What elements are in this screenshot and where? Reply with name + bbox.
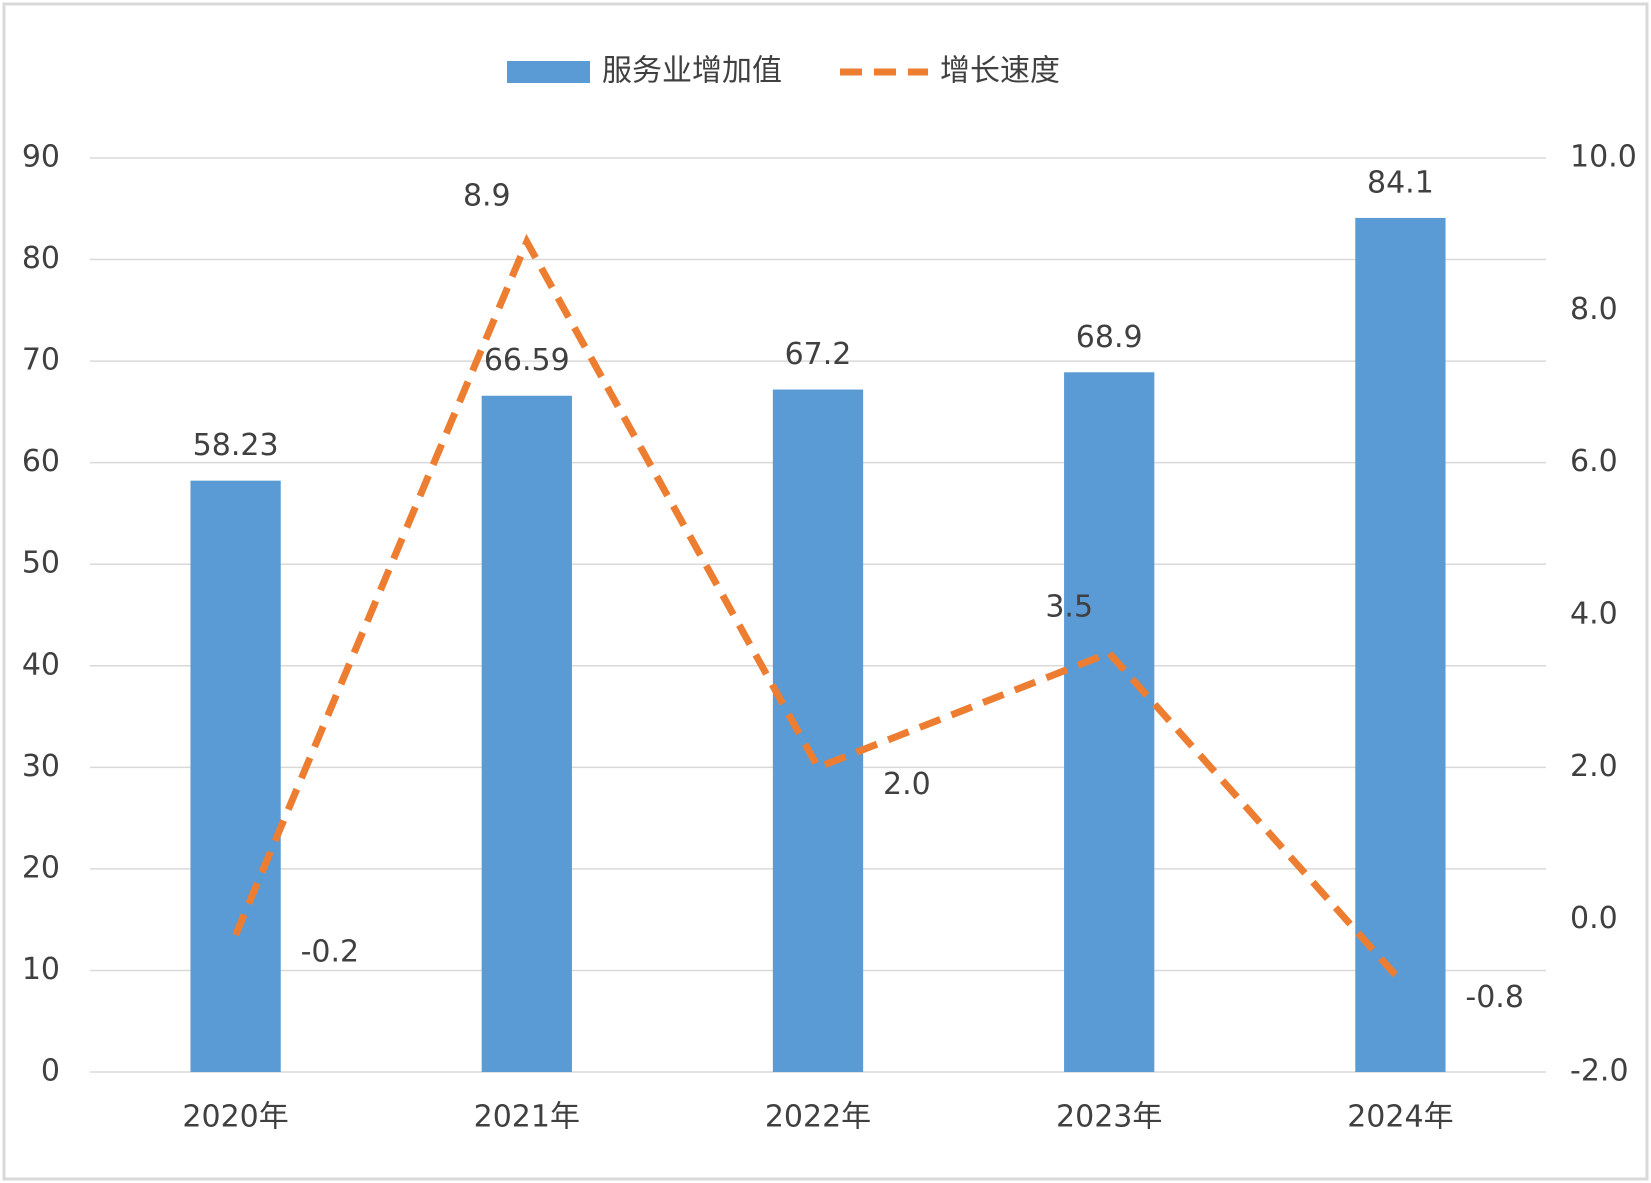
bar [481,395,572,1072]
y-tick-label: 60 [22,444,60,479]
line-value-label: 2.0 [883,767,931,802]
y-tick-label: 20 [22,850,60,885]
line-value-label: 3.5 [1045,590,1093,625]
bar [772,389,864,1073]
y-tick-label: 80 [22,241,60,276]
legend-swatch [507,61,590,83]
line-value-label: -0.2 [301,934,360,969]
y2-tick-label: 0.0 [1570,901,1618,936]
y2-tick-label: 8.0 [1570,292,1618,327]
y-tick-label: 10 [22,952,60,987]
bar-value-label: 67.2 [785,337,852,372]
bar-value-label: 84.1 [1367,165,1434,200]
y2-tick-label: 6.0 [1570,444,1618,479]
y-tick-label: 70 [22,343,60,378]
line [232,233,1404,983]
y-tick-label: 0 [41,1054,60,1089]
bar-value-label: 58.23 [193,428,279,463]
bar [1064,372,1155,1072]
y2-tick-label: -2.0 [1570,1054,1629,1089]
y-tick-label: 90 [22,140,60,175]
bar-value-label: 66.59 [484,343,570,378]
x-tick-label: 2022年 [765,1100,871,1135]
legend-label: 服务业增加值 [602,54,782,89]
bar [1355,217,1446,1072]
x-tick-label: 2020年 [182,1100,288,1135]
x-tick-label: 2023年 [1056,1100,1162,1135]
x-tick-label: 2024年 [1347,1100,1453,1135]
bar [190,480,281,1073]
y2-tick-label: 2.0 [1570,749,1618,784]
line-value-label: -0.8 [1465,980,1524,1015]
y2-tick-label: 4.0 [1570,597,1618,632]
y-tick-label: 50 [22,546,60,581]
x-tick-label: 2021年 [474,1100,580,1135]
y-tick-label: 40 [22,647,60,682]
line-value-label: 8.9 [463,178,511,213]
y-tick-label: 30 [22,749,60,784]
y2-tick-label: 10.0 [1570,140,1637,175]
bar-value-label: 68.9 [1076,320,1143,355]
legend-label: 增长速度 [940,54,1060,89]
